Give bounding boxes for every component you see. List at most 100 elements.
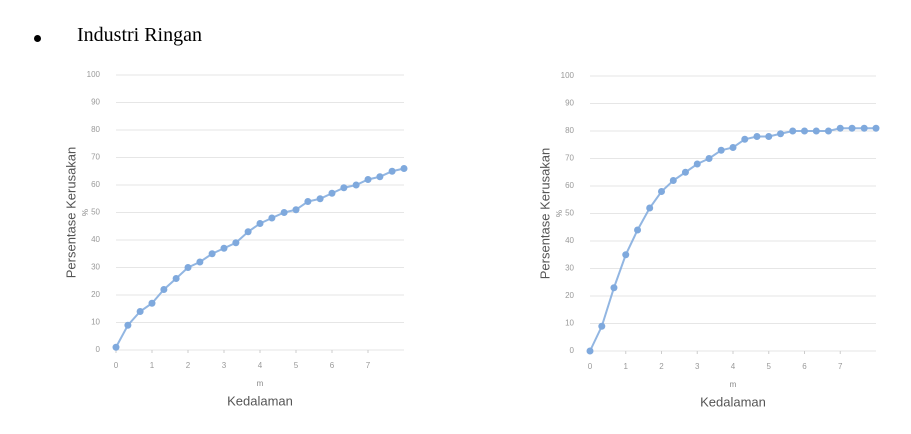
chart: 0 10 20 30 40 50 60 70 80 90 100 0 1 2 3 4 5 6 7 m Kedalaman… xyxy=(537,71,880,409)
y-tick-label: 60 xyxy=(565,181,574,190)
point xyxy=(848,124,856,132)
y-tick-label: 30 xyxy=(565,264,574,273)
y-tick-label: 80 xyxy=(565,126,574,135)
point xyxy=(634,226,642,234)
point xyxy=(364,176,372,183)
y-axis-title: Persentase Kerusakan xyxy=(537,148,552,280)
x-tick-label: 2 xyxy=(659,362,664,371)
point xyxy=(812,127,820,135)
point xyxy=(801,127,808,135)
x-tick-label: 6 xyxy=(802,362,807,371)
chart: 0 10 20 30 40 50 60 70 80 90 100 0 1 2 3 4 5 6 7 m Kedalaman… xyxy=(63,70,408,408)
y-tick-label: 80 xyxy=(91,125,100,134)
y-tick-label: 20 xyxy=(565,291,574,300)
y-tick-label: 50 xyxy=(565,209,574,218)
point xyxy=(280,209,288,216)
y-tick-label: 10 xyxy=(565,319,574,328)
y-tick-label: 70 xyxy=(565,154,574,163)
point xyxy=(658,188,665,195)
y-tick-label: 70 xyxy=(91,153,100,162)
y-tick-label: 100 xyxy=(561,71,575,80)
x-tick-label: 6 xyxy=(330,361,335,370)
x-tick-label: 3 xyxy=(222,361,227,370)
y-tick-label: 40 xyxy=(565,236,574,245)
x-tick-label: 1 xyxy=(624,362,629,371)
y-tick-label: 50 xyxy=(91,208,100,217)
point xyxy=(753,133,761,140)
point xyxy=(741,135,749,143)
x-tick-label: 3 xyxy=(695,362,700,371)
x-tick-label: 7 xyxy=(366,361,371,370)
point xyxy=(304,198,312,205)
x-axis-title: Kedalaman xyxy=(700,394,766,409)
x-tick-label: 5 xyxy=(294,361,299,370)
point xyxy=(244,228,252,236)
point xyxy=(160,286,168,293)
point xyxy=(610,284,618,292)
point xyxy=(340,184,348,192)
point xyxy=(729,144,737,151)
x-unit: m xyxy=(257,379,264,388)
point xyxy=(148,299,156,307)
point xyxy=(836,124,844,132)
line xyxy=(589,127,876,352)
point xyxy=(681,168,689,176)
y-tick-label: 90 xyxy=(91,98,100,107)
y-tick-label: 20 xyxy=(91,290,100,299)
point xyxy=(777,130,785,138)
y-tick-label: 10 xyxy=(91,318,100,327)
line xyxy=(115,167,405,348)
point xyxy=(717,146,725,154)
point xyxy=(208,250,216,258)
x-tick-label: 0 xyxy=(588,362,593,371)
x-tick-label: 5 xyxy=(767,362,772,371)
point xyxy=(232,239,240,247)
y-tick-label: 90 xyxy=(565,99,574,108)
point xyxy=(646,204,654,212)
point xyxy=(124,321,132,329)
point xyxy=(586,347,594,355)
point xyxy=(316,195,324,203)
y-axis-title: Persentase Kerusakan xyxy=(63,147,78,279)
heading: Industri Ringan xyxy=(77,24,202,46)
point xyxy=(622,251,630,259)
point xyxy=(112,343,120,351)
point xyxy=(705,155,713,162)
x-tick-label: 4 xyxy=(258,361,263,370)
point xyxy=(400,165,408,172)
y-unit: % xyxy=(81,209,90,216)
point xyxy=(765,133,773,140)
point xyxy=(872,124,880,132)
bullet xyxy=(34,35,41,42)
y-tick-label: 100 xyxy=(87,70,101,79)
y-tick-label: 60 xyxy=(91,180,100,189)
y-tick-label: 40 xyxy=(91,235,100,244)
x-tick-label: 2 xyxy=(186,361,191,370)
x-axis-title: Kedalaman xyxy=(227,393,293,408)
y-unit: % xyxy=(555,210,564,217)
x-tick-label: 1 xyxy=(150,361,155,370)
point xyxy=(789,127,797,135)
x-unit: m xyxy=(730,380,737,389)
point xyxy=(598,322,606,330)
point xyxy=(824,127,832,135)
point xyxy=(172,275,180,282)
point xyxy=(196,258,204,266)
x-tick-label: 4 xyxy=(731,362,736,371)
point xyxy=(268,214,276,222)
y-tick-label: 30 xyxy=(91,263,100,272)
point xyxy=(220,244,228,252)
point xyxy=(328,189,336,197)
point xyxy=(136,308,144,315)
y-tick-label: 0 xyxy=(96,345,101,354)
x-tick-label: 7 xyxy=(838,362,843,371)
point xyxy=(184,264,192,271)
point xyxy=(388,167,396,175)
point xyxy=(292,206,300,214)
point xyxy=(256,220,264,227)
y-tick-label: 0 xyxy=(570,346,575,355)
point xyxy=(376,173,384,181)
point xyxy=(352,181,360,189)
